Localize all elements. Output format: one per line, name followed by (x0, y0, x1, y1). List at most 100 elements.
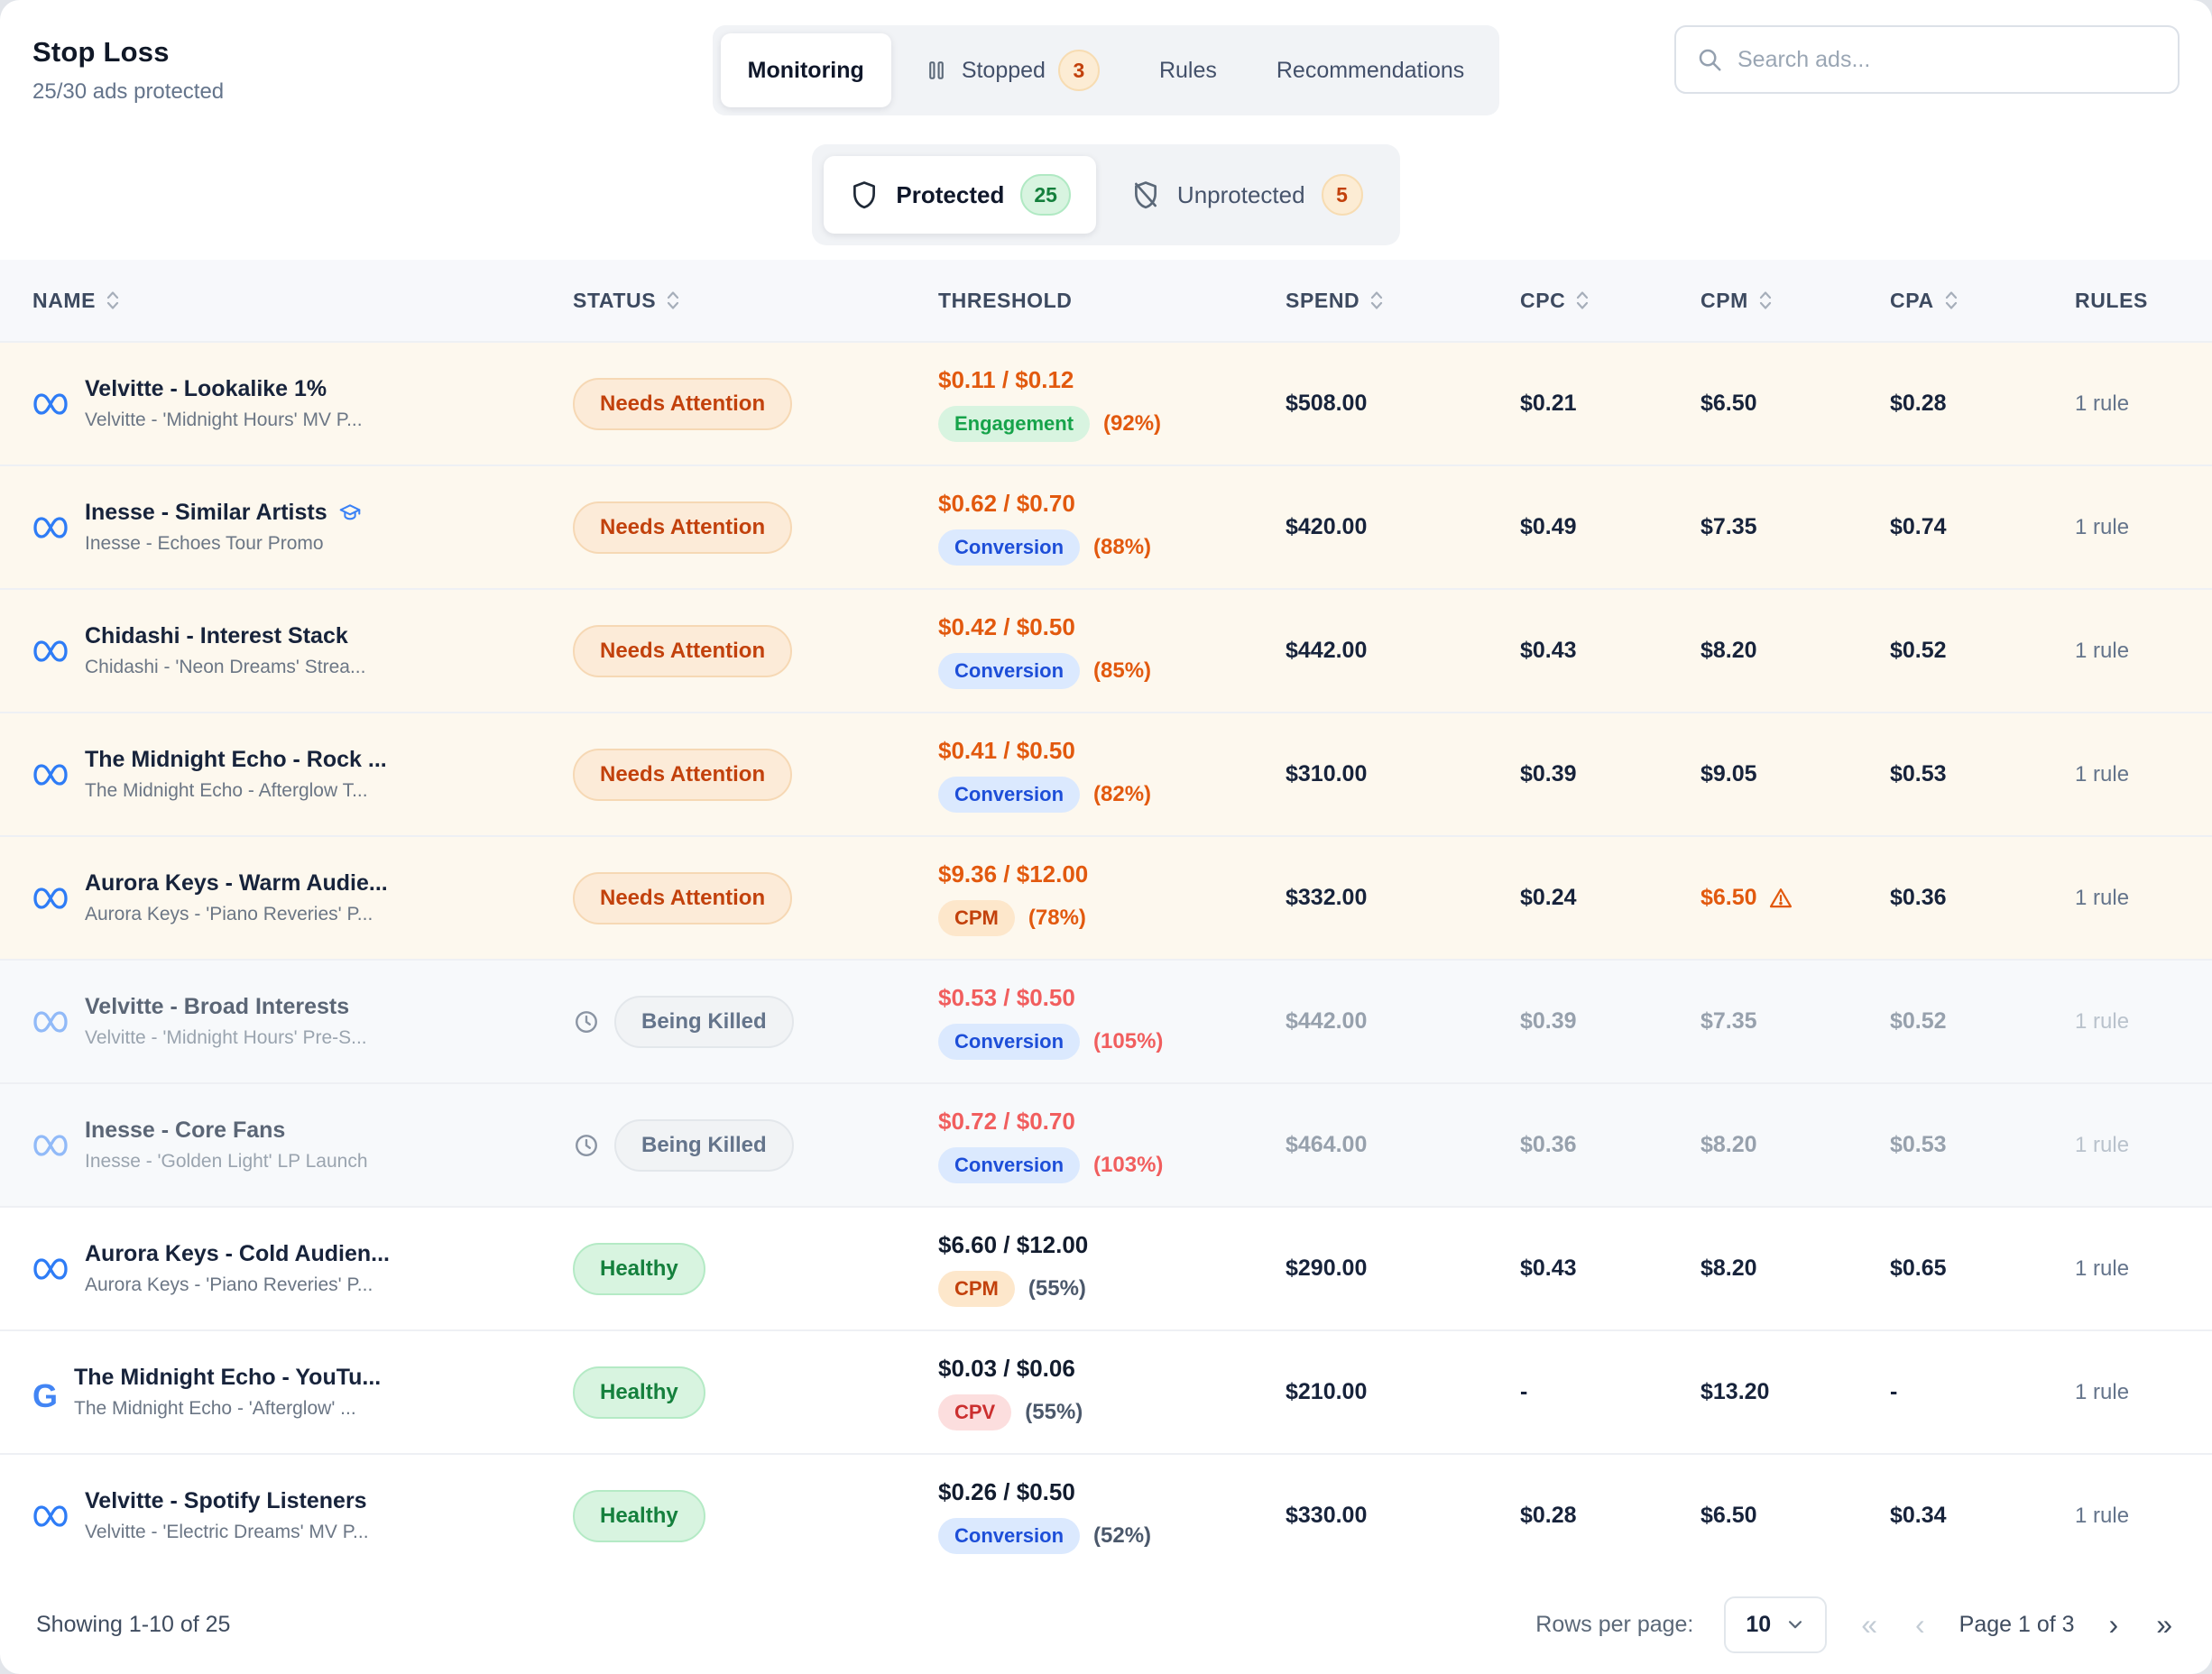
cpm-cell-value: $8.20 (1700, 1256, 1757, 1281)
metric-badge: CPM (938, 899, 1015, 936)
first-page-button[interactable]: « (1857, 1605, 1881, 1644)
spend-cell: $330.00 (1286, 1503, 1520, 1529)
cpc-cell-value: $0.24 (1520, 885, 1577, 910)
meta-icon (32, 1504, 69, 1529)
ad-name-label: Aurora Keys - Warm Audie... (85, 870, 388, 896)
cpa-cell: $0.65 (1890, 1256, 2075, 1282)
threshold-detail: Conversion (52%) (938, 1517, 1286, 1554)
table-row[interactable]: The Midnight Echo - Rock ... The Midnight… (0, 712, 2212, 835)
cpm-cell: $6.50 (1700, 885, 1890, 911)
showing-count: Showing 1-10 of 25 (36, 1611, 231, 1637)
tab-stopped[interactable]: Stopped 3 (897, 33, 1127, 107)
spend-cell: $508.00 (1286, 391, 1520, 417)
spend-cell-value: $210.00 (1286, 1379, 1368, 1404)
name-cell: Inesse - Core Fans Inesse - 'Golden Light… (32, 1118, 573, 1173)
spend-cell: $442.00 (1286, 638, 1520, 664)
ad-subtitle: The Midnight Echo - 'Afterglow' ... (74, 1398, 356, 1419)
name-cell: Velvitte - Broad Interests Velvitte - 'Mi… (32, 994, 573, 1049)
tab-monitoring[interactable]: Monitoring (720, 33, 891, 107)
cpm-cell: $8.20 (1700, 1256, 1890, 1282)
table-row[interactable]: Aurora Keys - Cold Audien... Aurora Keys … (0, 1206, 2212, 1329)
clock-icon (573, 1132, 600, 1159)
threshold-percent: (88%) (1093, 534, 1152, 559)
cpm-cell-value: $6.50 (1700, 1503, 1757, 1528)
column-header-threshold: THRESHOLD (938, 289, 1286, 313)
cpa-cell-value: $0.65 (1890, 1256, 1947, 1281)
column-header-cpc[interactable]: CPC (1520, 289, 1700, 313)
column-header-spend[interactable]: SPEND (1286, 289, 1520, 313)
table-row[interactable]: Aurora Keys - Warm Audie... Aurora Keys -… (0, 835, 2212, 959)
column-header-cpa[interactable]: CPA (1890, 289, 2075, 313)
meta-icon (32, 762, 69, 787)
tab-rules[interactable]: Rules (1132, 33, 1244, 107)
cpm-cell: $13.20 (1700, 1379, 1890, 1405)
status-badge: Healthy (573, 1366, 705, 1419)
spend-cell-value: $332.00 (1286, 885, 1368, 910)
pause-icon (924, 58, 949, 83)
cpa-cell-value: $0.53 (1890, 761, 1947, 786)
spend-cell-value: $420.00 (1286, 514, 1368, 539)
search-box[interactable] (1674, 25, 2180, 94)
ad-name-label: Inesse - Core Fans (85, 1118, 286, 1143)
filter-unprotected[interactable]: Unprotected 5 (1105, 156, 1388, 234)
ad-subtitle: Velvitte - 'Electric Dreams' MV P... (85, 1522, 369, 1542)
threshold-percent: (55%) (1028, 1275, 1086, 1301)
table-row[interactable]: Velvitte - Broad Interests Velvitte - 'Mi… (0, 959, 2212, 1082)
spend-cell-value: $508.00 (1286, 391, 1368, 416)
threshold-detail: CPM (78%) (938, 899, 1286, 936)
threshold-percent: (92%) (1103, 410, 1162, 436)
spend-cell: $442.00 (1286, 1008, 1520, 1035)
ad-name: Chidashi - Interest Stack (85, 623, 365, 649)
cpc-cell-value: $0.21 (1520, 391, 1577, 416)
threshold-value: $0.41 / $0.50 (938, 736, 1075, 764)
filter-protected[interactable]: Protected 25 (824, 156, 1096, 234)
spend-cell-value: $442.00 (1286, 1008, 1368, 1034)
column-header-name[interactable]: NAME (32, 289, 573, 313)
column-label: RULES (2075, 288, 2148, 312)
table-row[interactable]: Inesse - Core Fans Inesse - 'Golden Light… (0, 1082, 2212, 1206)
pager: Rows per page: 10 « ‹ Page 1 of 3 › » (1535, 1596, 2176, 1653)
status-cell: Needs Attention (573, 748, 938, 801)
name-text: Velvitte - Broad Interests Velvitte - 'Mi… (85, 994, 367, 1049)
cpc-cell: $0.24 (1520, 885, 1700, 911)
column-header-cpm[interactable]: CPM (1700, 289, 1890, 313)
ad-name: Aurora Keys - Cold Audien... (85, 1241, 390, 1267)
tab-label: Stopped (961, 57, 1046, 83)
threshold-cell: $0.62 / $0.70 Conversion (88%) (938, 490, 1286, 566)
table-row[interactable]: Velvitte - Lookalike 1% Velvitte - 'Midni… (0, 341, 2212, 464)
tab-recommendations[interactable]: Recommendations (1249, 33, 1491, 107)
table-row[interactable]: Velvitte - Spotify Listeners Velvitte - '… (0, 1453, 2212, 1577)
status-badge: Needs Attention (573, 624, 793, 677)
rules-cell: 1 rule (2075, 1008, 2130, 1034)
table-row[interactable]: Chidashi - Interest Stack Chidashi - 'Neo… (0, 588, 2212, 712)
spend-cell-value: $310.00 (1286, 761, 1368, 786)
last-page-button[interactable]: » (2152, 1605, 2176, 1644)
prev-page-button[interactable]: ‹ (1912, 1605, 1929, 1644)
threshold-value: $0.11 / $0.12 (938, 365, 1074, 393)
status-badge: Being Killed (614, 1118, 794, 1172)
search-input[interactable] (1737, 46, 2158, 73)
column-label: THRESHOLD (938, 288, 1073, 312)
metric-badge: Conversion (938, 776, 1081, 813)
metric-badge: CPV (938, 1393, 1012, 1430)
threshold-value: $0.53 / $0.50 (938, 983, 1075, 1011)
table-row[interactable]: Inesse - Similar Artists Inesse - Echoes … (0, 464, 2212, 588)
table-row[interactable]: G The Midnight Echo - YouTu... The Midnigh… (0, 1329, 2212, 1453)
rows-per-page-dropdown[interactable]: 10 (1724, 1596, 1828, 1653)
spend-cell: $332.00 (1286, 885, 1520, 911)
meta-icon (32, 391, 69, 417)
shield-off-icon (1130, 179, 1161, 210)
tab-bar: Monitoring Stopped 3 Rules Recommendations (712, 25, 1500, 115)
cpm-cell-value: $8.20 (1700, 638, 1757, 663)
column-header-status[interactable]: STATUS (573, 289, 938, 313)
threshold-detail: CPV (55%) (938, 1393, 1286, 1430)
next-page-button[interactable]: › (2106, 1605, 2123, 1644)
name-cell: Velvitte - Lookalike 1% Velvitte - 'Midni… (32, 376, 573, 431)
threshold-value: $0.03 / $0.06 (938, 1354, 1075, 1382)
cpa-cell-value: $0.52 (1890, 638, 1947, 663)
cpm-cell-value: $6.50 (1700, 391, 1757, 416)
name-cell: G The Midnight Echo - YouTu... The Midnigh… (32, 1365, 573, 1420)
status-cell: Needs Attention (573, 501, 938, 554)
spend-cell: $310.00 (1286, 761, 1520, 787)
